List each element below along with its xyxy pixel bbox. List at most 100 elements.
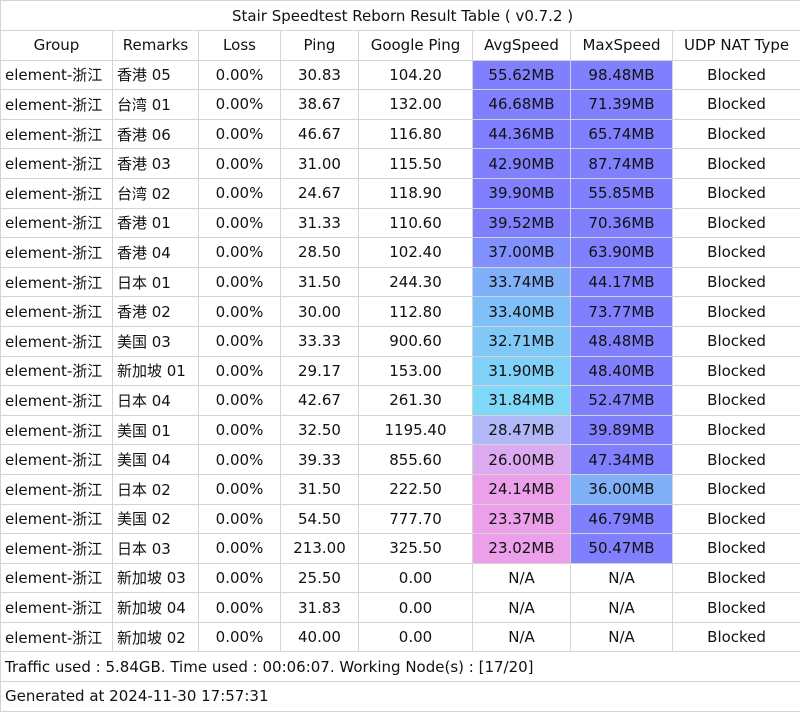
cell-udp-nat-type: Blocked	[673, 238, 800, 268]
cell-group: element-浙江	[1, 474, 113, 504]
cell-google-ping: 132.00	[359, 90, 473, 120]
column-header-udp-nat-type: UDP NAT Type	[673, 31, 800, 61]
cell-google-ping: 0.00	[359, 593, 473, 623]
cell-avgspeed: 46.68MB	[473, 90, 571, 120]
cell-udp-nat-type: Blocked	[673, 208, 800, 238]
cell-avgspeed: 31.90MB	[473, 356, 571, 386]
cell-avgspeed: 55.62MB	[473, 60, 571, 90]
cell-ping: 31.50	[281, 474, 359, 504]
cell-maxspeed: 65.74MB	[571, 119, 673, 149]
cell-group: element-浙江	[1, 119, 113, 149]
cell-ping: 46.67	[281, 119, 359, 149]
cell-udp-nat-type: Blocked	[673, 593, 800, 623]
cell-avgspeed: 26.00MB	[473, 445, 571, 475]
cell-google-ping: 244.30	[359, 267, 473, 297]
cell-ping: 30.83	[281, 60, 359, 90]
cell-ping: 32.50	[281, 415, 359, 445]
cell-google-ping: 110.60	[359, 208, 473, 238]
cell-group: element-浙江	[1, 445, 113, 475]
cell-remarks: 日本 01	[113, 267, 199, 297]
cell-loss: 0.00%	[199, 178, 281, 208]
cell-group: element-浙江	[1, 534, 113, 564]
cell-ping: 31.33	[281, 208, 359, 238]
cell-ping: 28.50	[281, 238, 359, 268]
header-row: Group Remarks Loss Ping Google Ping AvgS…	[1, 31, 800, 61]
cell-maxspeed: 48.48MB	[571, 326, 673, 356]
cell-group: element-浙江	[1, 326, 113, 356]
cell-maxspeed: N/A	[571, 563, 673, 593]
cell-ping: 25.50	[281, 563, 359, 593]
cell-loss: 0.00%	[199, 208, 281, 238]
cell-remarks: 台湾 02	[113, 178, 199, 208]
cell-avgspeed: 39.90MB	[473, 178, 571, 208]
cell-group: element-浙江	[1, 593, 113, 623]
cell-maxspeed: 73.77MB	[571, 297, 673, 327]
cell-ping: 40.00	[281, 622, 359, 652]
cell-group: element-浙江	[1, 622, 113, 652]
cell-ping: 38.67	[281, 90, 359, 120]
cell-avgspeed: 33.74MB	[473, 267, 571, 297]
cell-google-ping: 0.00	[359, 563, 473, 593]
table-title: Stair Speedtest Reborn Result Table ( v0…	[1, 1, 800, 31]
cell-remarks: 日本 02	[113, 474, 199, 504]
cell-udp-nat-type: Blocked	[673, 622, 800, 652]
cell-remarks: 新加坡 03	[113, 563, 199, 593]
cell-udp-nat-type: Blocked	[673, 445, 800, 475]
cell-loss: 0.00%	[199, 563, 281, 593]
cell-google-ping: 118.90	[359, 178, 473, 208]
cell-google-ping: 1195.40	[359, 415, 473, 445]
cell-udp-nat-type: Blocked	[673, 474, 800, 504]
cell-group: element-浙江	[1, 563, 113, 593]
cell-loss: 0.00%	[199, 238, 281, 268]
cell-google-ping: 222.50	[359, 474, 473, 504]
cell-google-ping: 325.50	[359, 534, 473, 564]
cell-loss: 0.00%	[199, 415, 281, 445]
cell-maxspeed: 71.39MB	[571, 90, 673, 120]
cell-group: element-浙江	[1, 386, 113, 416]
cell-google-ping: 102.40	[359, 238, 473, 268]
column-header-avgspeed: AvgSpeed	[473, 31, 571, 61]
cell-maxspeed: 98.48MB	[571, 60, 673, 90]
cell-avgspeed: 24.14MB	[473, 474, 571, 504]
cell-ping: 33.33	[281, 326, 359, 356]
cell-maxspeed: 47.34MB	[571, 445, 673, 475]
cell-avgspeed: 23.37MB	[473, 504, 571, 534]
cell-remarks: 香港 02	[113, 297, 199, 327]
cell-remarks: 台湾 01	[113, 90, 199, 120]
cell-maxspeed: 48.40MB	[571, 356, 673, 386]
cell-remarks: 美国 03	[113, 326, 199, 356]
cell-maxspeed: 50.47MB	[571, 534, 673, 564]
cell-google-ping: 900.60	[359, 326, 473, 356]
cell-google-ping: 855.60	[359, 445, 473, 475]
cell-group: element-浙江	[1, 267, 113, 297]
cell-loss: 0.00%	[199, 60, 281, 90]
column-header-ping: Ping	[281, 31, 359, 61]
cell-maxspeed: 63.90MB	[571, 238, 673, 268]
cell-udp-nat-type: Blocked	[673, 119, 800, 149]
cell-ping: 213.00	[281, 534, 359, 564]
column-header-loss: Loss	[199, 31, 281, 61]
cell-loss: 0.00%	[199, 622, 281, 652]
cell-google-ping: 104.20	[359, 60, 473, 90]
cell-maxspeed: 36.00MB	[571, 474, 673, 504]
cell-remarks: 香港 04	[113, 238, 199, 268]
cell-ping: 54.50	[281, 504, 359, 534]
cell-udp-nat-type: Blocked	[673, 534, 800, 564]
cell-udp-nat-type: Blocked	[673, 90, 800, 120]
cell-remarks: 新加坡 04	[113, 593, 199, 623]
cell-ping: 30.00	[281, 297, 359, 327]
cell-group: element-浙江	[1, 504, 113, 534]
cell-udp-nat-type: Blocked	[673, 60, 800, 90]
